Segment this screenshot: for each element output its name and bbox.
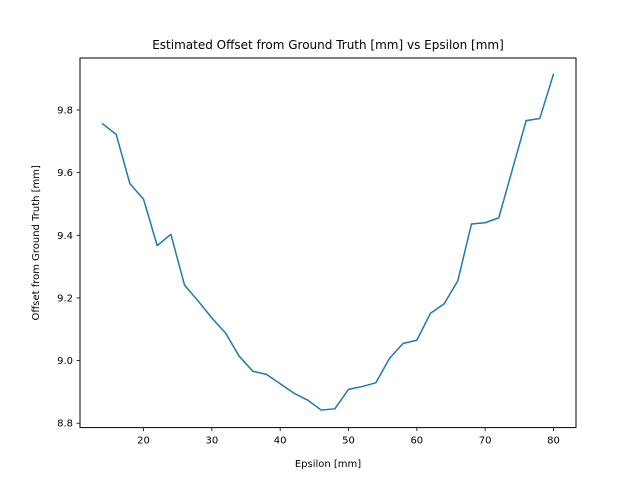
plot-frame	[79, 57, 577, 429]
series-line-0	[101, 73, 555, 411]
x-axis: 20 30 40 50 60 70 80	[137, 427, 560, 447]
x-tick-label: 60	[410, 436, 423, 447]
y-tick-label: 9.8	[57, 105, 73, 116]
y-axis: 8.8 9.0 9.2 9.4 9.6 9.8	[57, 105, 80, 430]
y-tick-label: 9.6	[57, 168, 73, 179]
chart-title: Estimated Offset from Ground Truth [mm] …	[152, 38, 504, 52]
x-tick-label: 70	[479, 436, 492, 447]
y-tick-label: 9.2	[57, 293, 73, 304]
x-axis-label: Epsilon [mm]	[295, 459, 361, 470]
y-axis-label: Offset from Ground Truth [mm]	[31, 165, 42, 321]
x-tick-label: 40	[274, 436, 287, 447]
plot-background	[80, 58, 576, 428]
series-layer	[101, 73, 555, 411]
x-tick-label: 50	[342, 436, 355, 447]
x-tick-label: 30	[205, 436, 218, 447]
y-tick-label: 9.4	[57, 231, 73, 242]
y-tick-label: 8.8	[57, 419, 73, 430]
x-tick-label: 20	[137, 436, 150, 447]
y-tick-label: 9.0	[57, 356, 73, 367]
x-tick-label: 80	[547, 436, 560, 447]
plot-area	[79, 57, 577, 429]
